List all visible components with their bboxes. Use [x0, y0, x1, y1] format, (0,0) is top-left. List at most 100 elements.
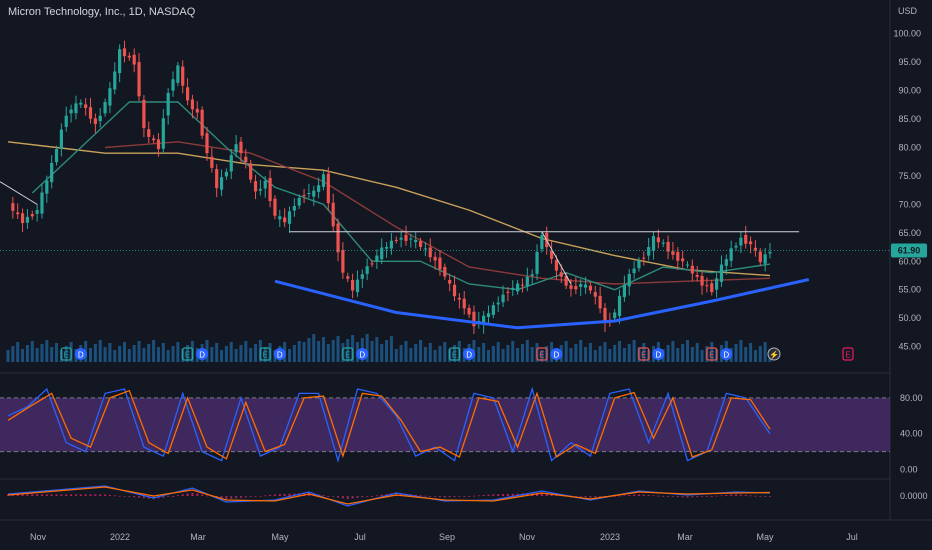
- price-tick-label: 70.00: [898, 199, 921, 209]
- candle-body: [472, 311, 476, 327]
- volume-bar: [627, 344, 631, 362]
- candle-body: [666, 241, 670, 252]
- macd-histogram-bar: [453, 496, 456, 497]
- macd-histogram-bar: [424, 495, 427, 497]
- dividend-icon[interactable]: D: [273, 348, 286, 360]
- volume-bar: [690, 347, 694, 362]
- earnings-icon[interactable]: E: [181, 347, 194, 361]
- earnings-icon[interactable]: E: [259, 347, 271, 361]
- macd-histogram-bar: [463, 496, 466, 497]
- candle-body: [758, 251, 762, 263]
- dividend-icon[interactable]: D: [463, 348, 476, 360]
- candle-body: [263, 180, 267, 189]
- flash-icon[interactable]: ⚡: [767, 347, 781, 361]
- candle-body: [671, 251, 675, 255]
- volume-bar: [45, 340, 49, 362]
- cup-curve[interactable]: [274, 278, 810, 330]
- volume-bar: [11, 346, 15, 362]
- candle-body: [482, 315, 486, 325]
- volume-bar: [239, 345, 243, 362]
- earnings-icon[interactable]: E: [536, 347, 548, 361]
- candle-body: [710, 283, 714, 293]
- svg-text:E: E: [452, 351, 457, 360]
- trend-line[interactable]: [0, 181, 38, 205]
- time-tick-label: 2023: [600, 532, 620, 542]
- candle-body: [516, 283, 520, 292]
- price-axis[interactable]: 100.00 95.00 90.00 85.00 80.00 75.00 70.00 65.0…: [0, 29, 927, 352]
- macd-pane: 0.0000: [7, 485, 928, 507]
- macd-histogram-bar: [16, 494, 19, 496]
- earnings-icon[interactable]: E: [842, 347, 854, 361]
- earnings-icon[interactable]: E: [638, 347, 650, 361]
- volume-bar: [30, 341, 34, 362]
- candle-body: [554, 260, 559, 271]
- volume-bar: [685, 340, 689, 362]
- candle-body: [433, 256, 437, 261]
- candle-body: [448, 280, 452, 284]
- candle-body: [535, 251, 539, 274]
- candle-body: [443, 266, 447, 277]
- time-axis[interactable]: Nov 2022 Mar May Jul Sep Nov 2023 Mar May Jul: [30, 532, 858, 542]
- volume-bar: [608, 349, 612, 362]
- volume-bar: [404, 341, 408, 362]
- candle-body: [108, 88, 112, 106]
- macd-histogram-bar: [60, 494, 63, 496]
- earnings-icon[interactable]: E: [448, 347, 461, 361]
- earnings-icon[interactable]: E: [706, 347, 718, 361]
- macd-histogram-bar: [191, 492, 194, 496]
- candle-body: [16, 212, 20, 215]
- earnings-icon[interactable]: E: [60, 347, 72, 361]
- dividend-icon[interactable]: D: [196, 348, 209, 360]
- dividend-icon[interactable]: D: [356, 348, 369, 360]
- macd-histogram-bar: [176, 495, 179, 496]
- volume-bar: [25, 345, 29, 362]
- macd-histogram-bar: [264, 495, 267, 497]
- macd-histogram-bar: [618, 495, 621, 497]
- volume-bar: [710, 342, 714, 362]
- dividend-icon[interactable]: D: [652, 348, 665, 360]
- macd-histogram-bar: [269, 494, 272, 496]
- volume-bar: [574, 344, 578, 362]
- price-tick-label: 45.00: [898, 342, 921, 352]
- volume-bar: [6, 350, 10, 362]
- candle-body: [50, 162, 54, 183]
- dividend-icon[interactable]: D: [74, 348, 87, 360]
- volume-bar: [613, 345, 617, 362]
- svg-text:D: D: [466, 351, 472, 360]
- candle-body: [156, 139, 161, 150]
- macd-histogram-bar: [633, 494, 636, 496]
- volume-bar: [161, 343, 165, 362]
- volume-bar: [64, 346, 68, 362]
- candle-body: [331, 202, 335, 227]
- macd-histogram-bar: [21, 494, 24, 496]
- dividend-icon[interactable]: D: [550, 348, 563, 360]
- macd-histogram-bar: [613, 496, 616, 497]
- stoch-tick-label: 80.00: [900, 393, 923, 403]
- trend-line[interactable]: [541, 231, 572, 285]
- volume-bar: [326, 344, 330, 362]
- macd-histogram-bar: [691, 496, 694, 498]
- price-tick-label: 80.00: [898, 142, 921, 152]
- candle-body: [341, 249, 345, 273]
- macd-histogram-bar: [380, 494, 383, 496]
- volume-bar: [622, 348, 626, 362]
- price-tick-label: 100.00: [893, 29, 921, 39]
- volume-bar: [423, 347, 427, 362]
- candle-body: [739, 237, 743, 246]
- candle-body: [346, 276, 350, 279]
- drawing-overlays: E D E D E D E D E D E D E D E D ⚡ E: [0, 181, 854, 361]
- candle-body: [350, 279, 355, 291]
- macd-histogram-bar: [735, 494, 738, 496]
- volume-bar: [370, 341, 374, 362]
- dividend-icon[interactable]: D: [720, 348, 733, 360]
- candle-body: [409, 238, 413, 240]
- volume-bar: [142, 348, 146, 362]
- volume-bar: [244, 341, 248, 362]
- macd-histogram-bar: [506, 493, 509, 496]
- volume-bar: [118, 346, 122, 362]
- volume-bar: [443, 342, 447, 362]
- macd-histogram-bar: [235, 496, 238, 499]
- earnings-icon[interactable]: E: [342, 347, 354, 361]
- candle-body: [729, 248, 733, 261]
- macd-histogram-bar: [657, 495, 660, 497]
